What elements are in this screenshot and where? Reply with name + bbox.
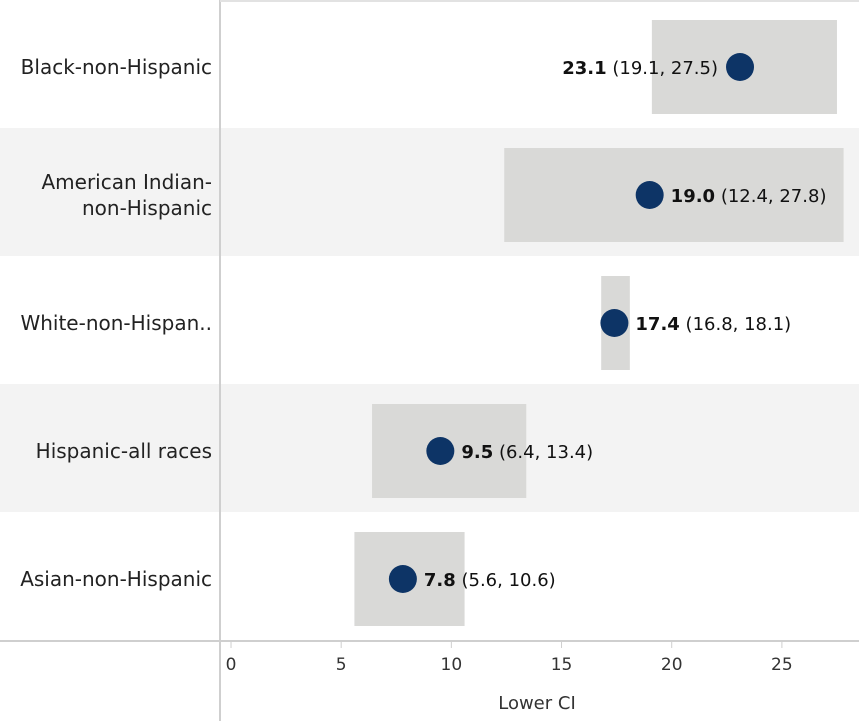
x-tick-label: 0: [226, 655, 237, 675]
value-estimate: 7.8: [424, 570, 456, 591]
value-estimate: 23.1: [562, 58, 606, 79]
data-point: [426, 437, 455, 465]
value-label: 19.0 (12.4, 27.8): [671, 186, 827, 207]
x-tick-label: 25: [771, 655, 793, 675]
x-tick-label: 20: [661, 655, 683, 675]
value-ci: (19.1, 27.5): [607, 58, 718, 79]
ci-band: [504, 148, 844, 242]
value-ci: (5.6, 10.6): [456, 570, 556, 591]
category-label-line: American Indian-: [41, 170, 212, 194]
x-axis-title: Lower CI: [498, 693, 576, 714]
category-label: Hispanic-all races: [36, 439, 212, 463]
value-label: 9.5 (6.4, 13.4): [461, 442, 593, 463]
data-points: [388, 53, 755, 593]
x-tick-label: 10: [441, 655, 463, 675]
x-ticks: 0 5 10 15 20 25: [226, 641, 793, 675]
x-tick-label: 15: [551, 655, 573, 675]
category-label: American Indian-non-Hispanic: [41, 170, 212, 220]
data-point: [600, 309, 629, 337]
category-label-line: White-non-Hispan..: [20, 311, 212, 335]
value-estimate: 19.0: [671, 186, 715, 207]
value-ci: (12.4, 27.8): [715, 186, 826, 207]
category-label-line: Black-non-Hispanic: [21, 55, 212, 79]
value-label: 7.8 (5.6, 10.6): [424, 570, 556, 591]
x-tick-label: 5: [336, 655, 347, 675]
data-point: [388, 565, 417, 593]
value-labels: 23.1 (19.1, 27.5) 19.0 (12.4, 27.8) 17.4 (…: [424, 58, 827, 591]
category-label-line: non-Hispanic: [82, 196, 212, 220]
value-estimate: 17.4: [635, 314, 679, 335]
category-label: Black-non-Hispanic: [21, 55, 212, 79]
category-label: White-non-Hispan..: [20, 311, 212, 335]
category-label-line: Hispanic-all races: [36, 439, 212, 463]
category-label: Asian-non-Hispanic: [20, 567, 212, 591]
category-labels: Black-non-Hispanic American Indian-non-Hi…: [20, 55, 212, 591]
value-ci: (6.4, 13.4): [493, 442, 593, 463]
data-point: [635, 181, 664, 209]
value-label: 17.4 (16.8, 18.1): [635, 314, 791, 335]
value-estimate: 9.5: [461, 442, 493, 463]
value-ci: (16.8, 18.1): [680, 314, 791, 335]
data-point: [726, 53, 755, 81]
value-label: 23.1 (19.1, 27.5): [562, 58, 718, 79]
category-label-line: Asian-non-Hispanic: [20, 567, 212, 591]
